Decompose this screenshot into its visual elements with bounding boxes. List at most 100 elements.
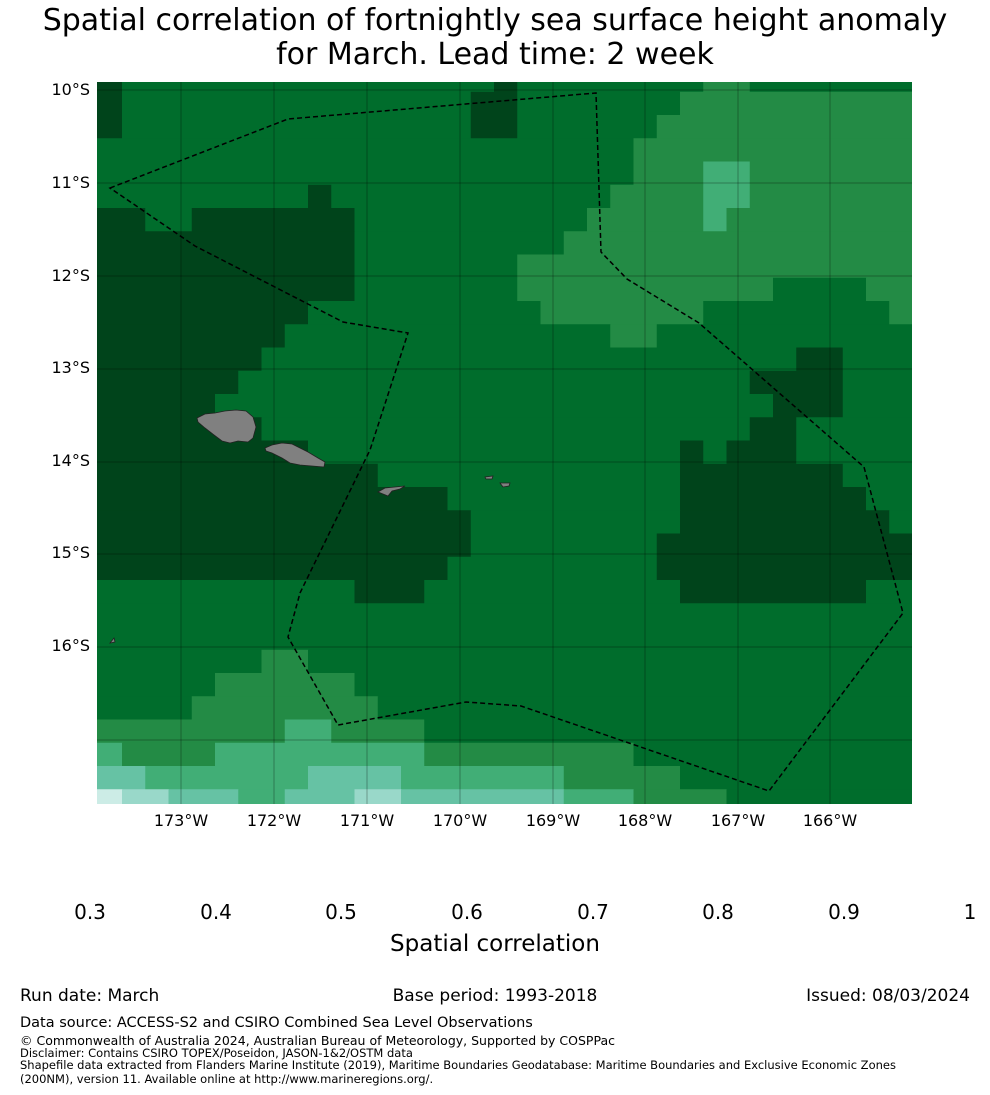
- heatmap-cell-run: [842, 463, 912, 488]
- heatmap-cell-run: [447, 556, 658, 581]
- heatmap-cell-run: [424, 719, 912, 744]
- heatmap-cell-run: [354, 580, 425, 604]
- heatmap-cell-run: [284, 719, 332, 744]
- heatmap-cell-run: [97, 231, 355, 255]
- heatmap-cell-run: [494, 82, 518, 93]
- island-tau: [499, 482, 511, 488]
- heatmap-cells: [97, 82, 912, 804]
- heatmap-cell-run: [470, 115, 518, 139]
- heatmap-cell-run: [773, 277, 867, 302]
- heatmap-cell-run: [261, 347, 797, 372]
- heatmap-cell-run: [97, 649, 262, 674]
- lon-label: 172°W: [246, 811, 302, 830]
- base-period: Base period: 1993-2018: [392, 986, 598, 1006]
- heatmap-cell-run: [680, 766, 912, 790]
- heatmap-cell-run: [122, 789, 169, 804]
- heatmap-cell-run: [401, 789, 565, 804]
- lon-label: 173°W: [153, 811, 209, 830]
- heatmap-cell-run: [97, 115, 123, 139]
- heatmap-cell-run: [633, 138, 912, 162]
- heatmap-cell-run: [703, 301, 890, 325]
- heatmap-cell-run: [238, 370, 751, 395]
- colorbar-tick: 0.6: [451, 900, 483, 924]
- heatmap-cell-run: [97, 277, 355, 302]
- heatmap-cell-run: [97, 789, 123, 804]
- colorbar-tick: 0.9: [828, 900, 860, 924]
- data-source: Data source: ACCESS-S2 and CSIRO Combine…: [20, 1015, 533, 1031]
- lon-label: 169°W: [525, 811, 581, 830]
- heatmap-cell-run: [866, 277, 912, 302]
- heatmap-cell-run: [331, 184, 611, 209]
- heatmap-cell-run: [749, 184, 912, 209]
- lon-label: 166°W: [802, 811, 858, 830]
- heatmap-cell-run: [703, 208, 727, 232]
- heatmap-cell-run: [97, 394, 216, 418]
- heatmap-cell-run: [97, 301, 309, 325]
- chart-title: Spatial correlation of fortnightly sea s…: [0, 4, 990, 72]
- heatmap-cell-run: [354, 254, 518, 279]
- lat-label: 15°S: [51, 543, 90, 562]
- heatmap-cell-run: [633, 742, 912, 767]
- lat-label: 12°S: [51, 266, 90, 285]
- heatmap-cell-run: [610, 324, 658, 348]
- map-heatmap: [97, 82, 912, 804]
- heatmap-cell-run: [749, 417, 797, 441]
- heatmap-cell-run: [470, 91, 518, 116]
- heatmap-cell-run: [866, 487, 912, 511]
- heatmap-cell-run: [656, 556, 912, 581]
- heatmap-cell-run: [633, 789, 727, 804]
- shapefile-credit-1: Shapefile data extracted from Flanders M…: [20, 1058, 896, 1072]
- colorbar-tick: 0.7: [577, 900, 609, 924]
- island-savaii: [196, 409, 257, 444]
- colorbar-tick: 0.4: [200, 900, 232, 924]
- heatmap-cell-run: [122, 82, 495, 93]
- heatmap-cell-run: [680, 487, 867, 511]
- heatmap-cell-run: [354, 208, 588, 232]
- heatmap-cell-run: [215, 394, 774, 418]
- issued-date: Issued: 08/03/2024: [806, 986, 970, 1006]
- heatmap-cell-run: [97, 556, 448, 581]
- heatmap-cell-run: [889, 510, 912, 534]
- heatmap-cell-run: [680, 510, 890, 534]
- heatmap-cell-run: [796, 440, 912, 465]
- heatmap-cell-run: [377, 696, 912, 720]
- heatmap-cell-run: [97, 580, 355, 604]
- heatmap-cell-run: [563, 231, 912, 255]
- heatmap-cell-run: [703, 184, 751, 209]
- run-date: Run date: March: [20, 986, 160, 1006]
- heatmap-cell-run: [726, 440, 797, 465]
- heatmap-cell-run: [842, 394, 912, 418]
- island-ofu: [484, 475, 494, 480]
- heatmap-cell-run: [726, 789, 912, 804]
- heatmap-cell-run: [97, 370, 239, 395]
- lat-label: 10°S: [51, 80, 90, 99]
- heatmap-cell-run: [796, 347, 844, 372]
- lat-label: 11°S: [51, 173, 90, 192]
- heatmap-cell-run: [517, 82, 704, 93]
- heatmap-cell-run: [122, 115, 472, 139]
- heatmap-cell-run: [308, 649, 912, 674]
- heatmap-cell-run: [168, 789, 239, 804]
- heatmap-cell-run: [470, 533, 658, 558]
- heatmap-cell-run: [749, 161, 912, 186]
- heatmap-cell-run: [97, 208, 146, 232]
- heatmap-cell-run: [215, 742, 425, 767]
- copyright: © Commonwealth of Australia 2024, Austra…: [20, 1033, 615, 1048]
- heatmap-cell-run: [354, 231, 565, 255]
- heatmap-cell-run: [796, 417, 912, 441]
- heatmap-cell-run: [680, 440, 704, 465]
- heatmap-cell-run: [749, 370, 844, 395]
- colorbar-tick: 1: [963, 900, 977, 924]
- heatmap-cell-run: [308, 184, 332, 209]
- lat-label: 13°S: [51, 358, 90, 377]
- heatmap-cell-run: [842, 370, 912, 395]
- heatmap-cell-run: [97, 673, 216, 697]
- heatmap-cell-run: [470, 510, 681, 534]
- heatmap-cell-run: [354, 789, 402, 804]
- heatmap-cell-run: [145, 208, 193, 232]
- heatmap-cell-run: [97, 91, 123, 116]
- heatmap-cell-run: [517, 277, 774, 302]
- heatmap-cell-run: [238, 789, 286, 804]
- heatmap-cell-run: [261, 649, 309, 674]
- heatmap-cell-run: [447, 487, 681, 511]
